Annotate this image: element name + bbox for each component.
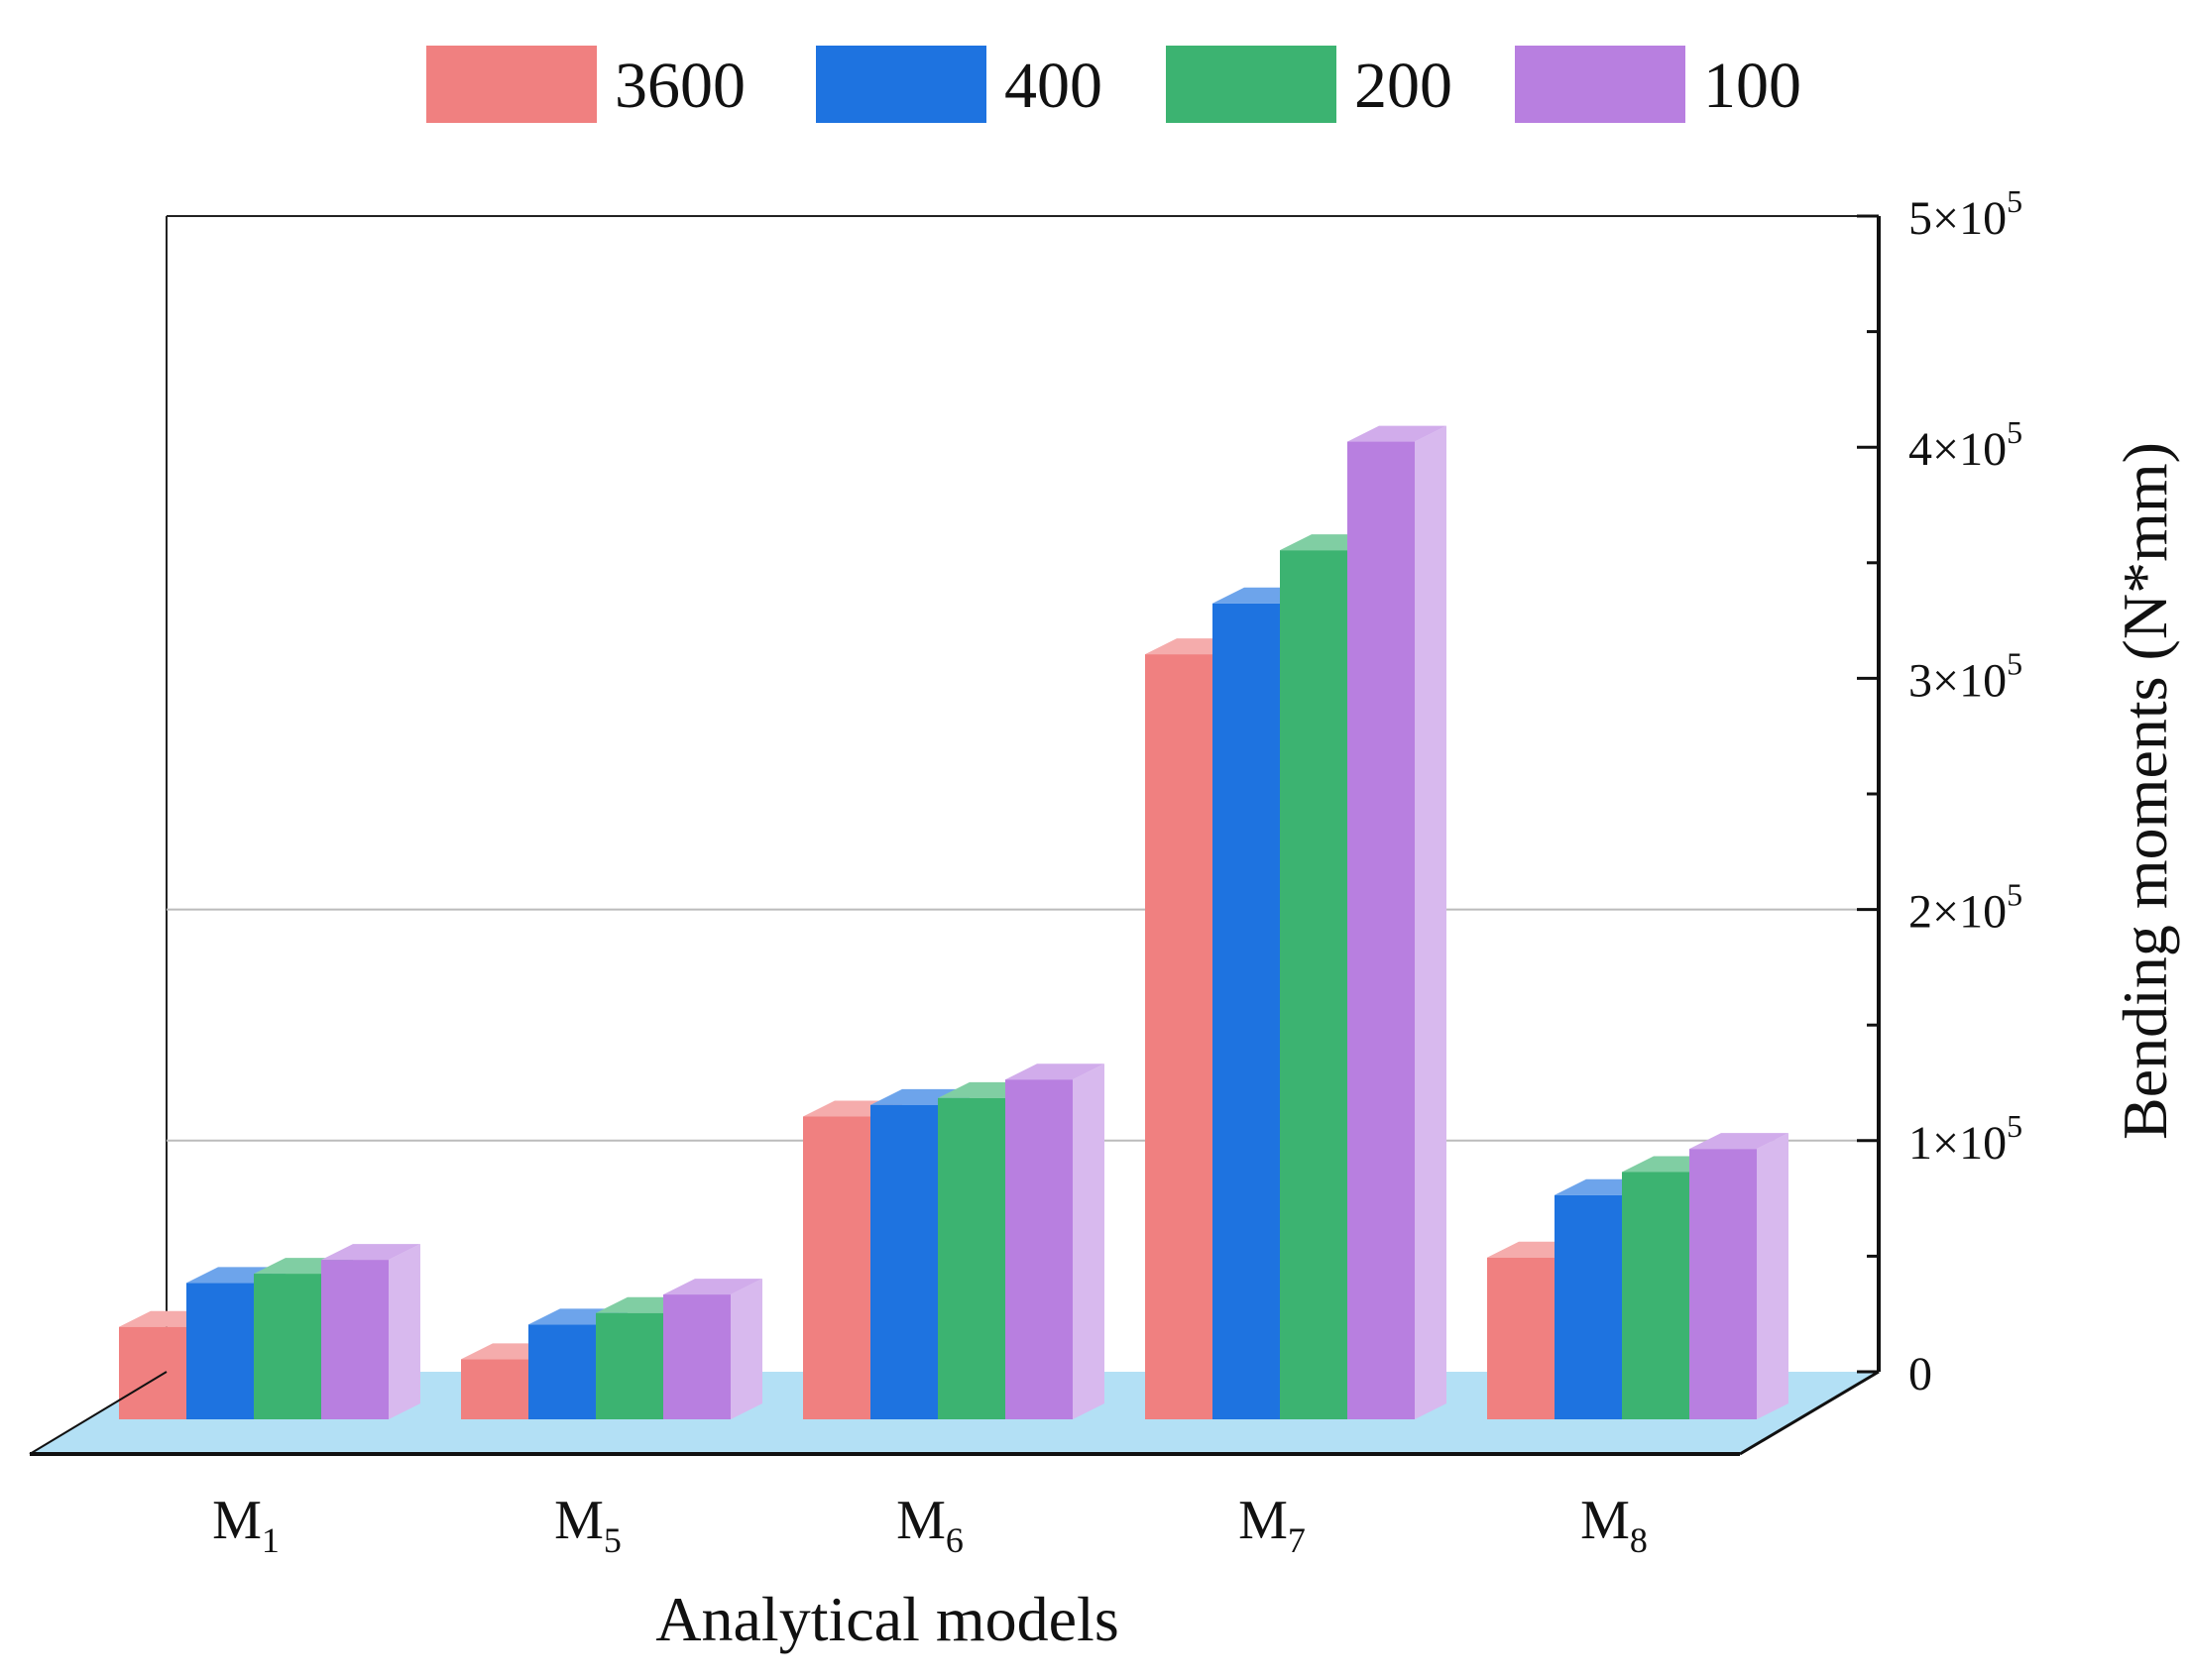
legend-label-100: 100 (1703, 50, 1801, 122)
x-tick-label-M8: M8 (1580, 1490, 1648, 1560)
bar-front-face (1212, 603, 1280, 1419)
legend-swatch-400 (816, 46, 986, 123)
bar-top-face (321, 1244, 420, 1261)
y-tick-label: 5×105 (1908, 183, 2022, 245)
x-tick-label-M5: M5 (554, 1490, 622, 1560)
bar-M6-100 (1005, 1064, 1104, 1419)
bar-M8-100 (1689, 1133, 1788, 1419)
bar-side-face (1757, 1133, 1788, 1419)
x-axis-title: Analytical models (655, 1584, 1118, 1654)
bar-front-face (186, 1283, 254, 1419)
y-axis-title: Bending moments (N*mm) (2110, 442, 2180, 1140)
legend-swatch-3600 (426, 46, 597, 123)
x-tick-label-M6: M6 (896, 1490, 964, 1560)
bar-front-face (1622, 1172, 1689, 1419)
bar-front-face (803, 1116, 870, 1419)
x-tick-label-M1: M1 (212, 1490, 280, 1560)
bar-top-face (1005, 1064, 1104, 1080)
bar-front-face (321, 1260, 389, 1419)
bar-side-face (389, 1244, 420, 1419)
bars (119, 425, 1788, 1420)
y-tick-label: 3×105 (1908, 645, 2022, 707)
x-tick-label-M7: M7 (1238, 1490, 1306, 1560)
bar-M5-100 (663, 1279, 762, 1419)
y-tick-label: 4×105 (1908, 414, 2022, 476)
bar-front-face (1347, 441, 1415, 1420)
bar-front-face (119, 1326, 186, 1419)
legend-label-400: 400 (1004, 50, 1102, 122)
bar-side-face (731, 1279, 762, 1419)
bar-top-face (1689, 1133, 1788, 1150)
bar-side-face (1415, 425, 1446, 1420)
y-tick-label: 0 (1908, 1348, 1932, 1400)
bar-front-face (1145, 654, 1212, 1419)
x-axis: M1 M5 M6 M7 M8 (29, 1370, 1880, 1560)
bar-front-face (528, 1324, 596, 1419)
bar-top-face (1347, 425, 1446, 442)
floor-left-edge (29, 1371, 168, 1455)
bar-front-face (663, 1294, 731, 1419)
bar-front-face (938, 1097, 1005, 1419)
bar-front-face (254, 1274, 321, 1419)
y-axis: 0 1×105 2×105 3×105 4×105 5×105 (1857, 183, 2022, 1400)
bar-front-face (1005, 1079, 1073, 1419)
bar-front-face (1280, 550, 1347, 1419)
bar-M1-100 (321, 1244, 420, 1419)
legend-label-3600: 3600 (615, 50, 746, 122)
bar-front-face (1689, 1149, 1757, 1419)
bar-top-face (663, 1279, 762, 1295)
legend: 3600 400 200 100 (426, 46, 1801, 123)
legend-swatch-200 (1166, 46, 1336, 123)
bar-front-face (596, 1312, 663, 1419)
bar-front-face (870, 1104, 938, 1419)
legend-swatch-100 (1515, 46, 1685, 123)
bar-M7-100 (1347, 425, 1446, 1420)
bar-front-face (1487, 1257, 1555, 1419)
legend-label-200: 200 (1354, 50, 1452, 122)
floor-right-edge (1739, 1370, 1880, 1456)
bar-front-face (1555, 1194, 1622, 1419)
y-tick-label: 1×105 (1908, 1108, 2022, 1170)
bar-front-face (461, 1359, 528, 1419)
y-tick-label: 2×105 (1908, 877, 2022, 939)
bar-side-face (1073, 1064, 1104, 1419)
